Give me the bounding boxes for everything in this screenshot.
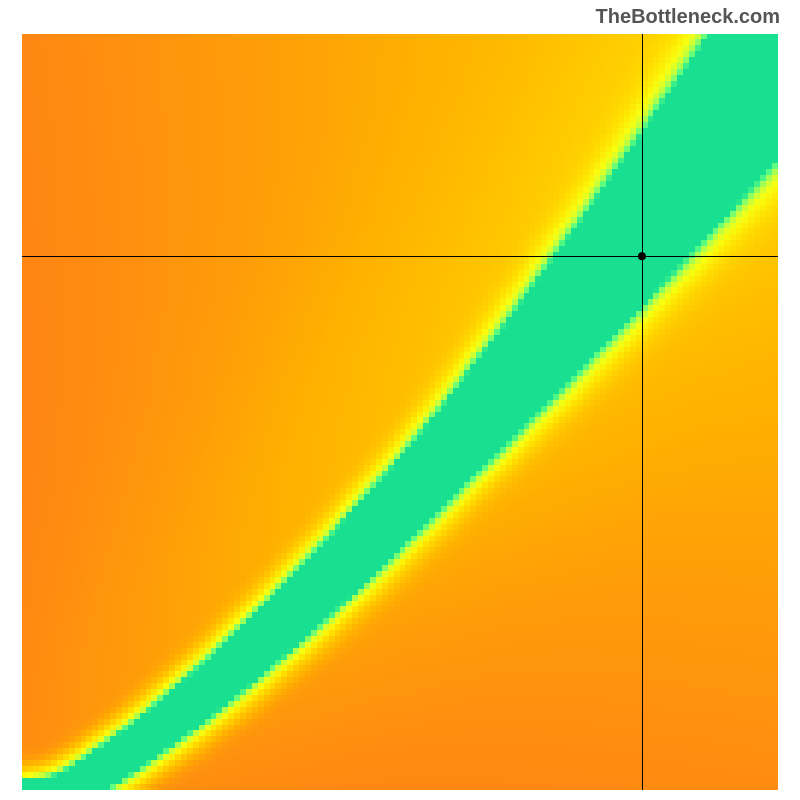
heatmap-plot	[22, 34, 778, 790]
heatmap-canvas	[22, 34, 778, 790]
watermark-text: TheBottleneck.com	[596, 6, 780, 29]
